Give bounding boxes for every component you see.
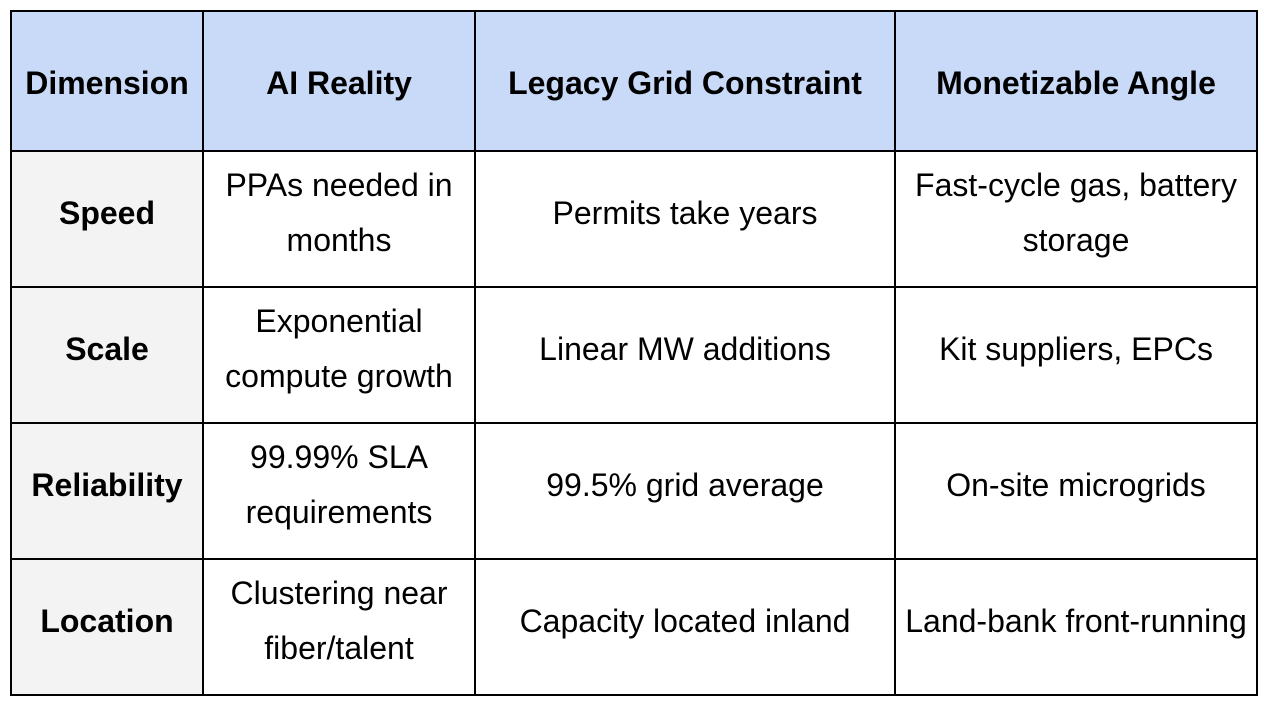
row-dimension-cell: Location	[10, 558, 204, 696]
table-row: Location Clustering near fiber/talent Ca…	[10, 558, 1258, 696]
header-row: Dimension AI Reality Legacy Grid Constra…	[10, 10, 1258, 152]
monetizable-angle-cell: Fast-cycle gas, battery storage	[894, 150, 1258, 288]
legacy-constraint-cell: Capacity located inland	[474, 558, 896, 696]
monetizable-angle-cell: Land-bank front-running	[894, 558, 1258, 696]
header-ai-reality: AI Reality	[202, 10, 476, 152]
header-legacy-grid-constraint: Legacy Grid Constraint	[474, 10, 896, 152]
ai-reality-cell: 99.99% SLA requirements	[202, 422, 476, 560]
table-row: Reliability 99.99% SLA requirements 99.5…	[10, 422, 1258, 560]
ai-reality-cell: Exponential compute growth	[202, 286, 476, 424]
table-row: Speed PPAs needed in months Permits take…	[10, 150, 1258, 288]
row-dimension-cell: Reliability	[10, 422, 204, 560]
header-dimension: Dimension	[10, 10, 204, 152]
comparison-table: Dimension AI Reality Legacy Grid Constra…	[10, 10, 1258, 696]
legacy-constraint-cell: 99.5% grid average	[474, 422, 896, 560]
ai-reality-cell: Clustering near fiber/talent	[202, 558, 476, 696]
legacy-constraint-cell: Permits take years	[474, 150, 896, 288]
monetizable-angle-cell: Kit suppliers, EPCs	[894, 286, 1258, 424]
legacy-constraint-cell: Linear MW additions	[474, 286, 896, 424]
row-dimension-cell: Scale	[10, 286, 204, 424]
row-dimension-cell: Speed	[10, 150, 204, 288]
ai-reality-cell: PPAs needed in months	[202, 150, 476, 288]
monetizable-angle-cell: On-site microgrids	[894, 422, 1258, 560]
header-monetizable-angle: Monetizable Angle	[894, 10, 1258, 152]
table-row: Scale Exponential compute growth Linear …	[10, 286, 1258, 424]
